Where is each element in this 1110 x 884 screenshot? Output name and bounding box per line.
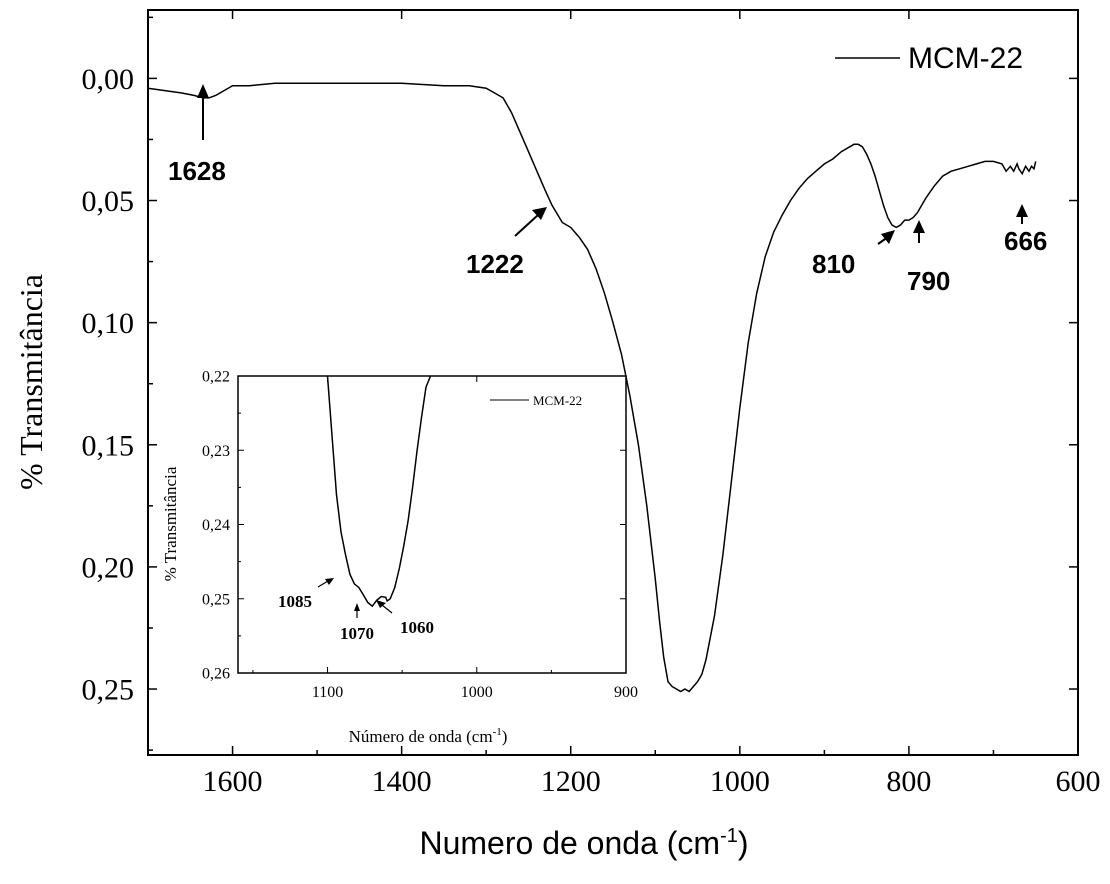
inset-x-axis-title: Número de onda (cm-1) — [349, 726, 508, 746]
inset-plot: 1100 1000 900 0,220,230,240,250,26 MCM-22 … — [161, 369, 638, 746]
main-plot-frame — [147, 9, 1079, 756]
main-x-axis-title-main: Numero de onda (cm — [419, 825, 720, 861]
annotation-790-label: 790 — [907, 266, 950, 296]
main-x-tick-label: 1000 — [710, 765, 770, 798]
inset-y-tick-label: 0,22 — [202, 369, 230, 386]
main-annotation-1222: 1222 — [466, 207, 547, 279]
annotation-1085-label: 1085 — [278, 592, 312, 611]
annotation-1070-label: 1070 — [340, 624, 374, 643]
main-annotation-666: 666 — [1004, 204, 1047, 256]
inset-annotation-1070: 1070 — [340, 603, 374, 643]
inset-x-tick-labels: 1100 1000 900 — [312, 684, 638, 701]
inset-x-tick-label: 1000 — [461, 684, 493, 701]
inset-x-axis-title-sup: -1 — [493, 726, 502, 738]
main-x-axis-title-close: ) — [738, 825, 749, 861]
inset-y-axis-title: % Transmitância — [161, 466, 180, 581]
inset-x-tick-label: 1100 — [312, 684, 343, 701]
main-x-tick-label: 1600 — [203, 765, 263, 798]
main-legend-label: MCM-22 — [908, 42, 1023, 75]
inset-y-tick-label: 0,26 — [202, 666, 230, 683]
inset-y-tick-label: 0,23 — [202, 443, 230, 460]
main-series-line-mcm22 — [147, 82, 1037, 693]
inset-annotation-1060: 1060 — [376, 600, 434, 637]
inset-y-tick-labels: 0,22 0,23 0,24 0,25 0,26 — [202, 369, 230, 683]
main-x-axis-title: Numero de onda (cm-1) — [419, 825, 748, 861]
main-plot: 1600 1400 1200 1000 800 600 0,000,050,100,150… — [13, 9, 1101, 861]
main-annotation-810: 810 — [812, 230, 895, 279]
main-y-axis-title: % Transmitância — [13, 274, 49, 490]
annotation-1222-label: 1222 — [466, 249, 524, 279]
main-x-tick-label: 1200 — [541, 765, 601, 798]
main-annotation-790: 790 — [907, 220, 950, 296]
inset-legend-label: MCM-22 — [533, 393, 582, 408]
main-x-tick-labels: 1600 1400 1200 1000 800 600 — [203, 765, 1101, 798]
main-y-tick-label: 0,15 — [82, 429, 135, 462]
inset-plot-frame — [237, 375, 627, 674]
main-annotation-1628: 1628 — [168, 84, 226, 186]
main-x-tick-label: 600 — [1056, 765, 1101, 798]
inset-legend: MCM-22 — [490, 393, 582, 408]
annotation-1628-label: 1628 — [168, 156, 226, 186]
main-y-tick-label: 0,10 — [82, 307, 135, 340]
main-y-tick-label: 0,25 — [82, 674, 135, 707]
main-y-tick-label: 0,00 — [82, 63, 135, 96]
inset-annotation-1085: 1085 — [278, 578, 334, 611]
inset-series-line-mcm22 — [326, 376, 432, 608]
main-x-tick-label: 800 — [886, 765, 931, 798]
inset-y-tick-label: 0,24 — [202, 517, 230, 534]
inset-x-axis-title-main: Número de onda (cm — [349, 727, 493, 746]
inset-y-tick-label: 0,25 — [202, 591, 230, 608]
inset-x-axis-title-close: ) — [502, 727, 508, 746]
main-y-tick-labels: 0,00 0,05 0,10 0,15 0,20 0,25 — [82, 63, 135, 707]
annotation-810-label: 810 — [812, 249, 855, 279]
main-x-tick-label: 1400 — [372, 765, 432, 798]
main-y-tick-label: 0,20 — [82, 551, 135, 584]
annotation-1060-label: 1060 — [400, 618, 434, 637]
main-axis-ticks — [147, 10, 1079, 755]
inset-x-tick-label: 900 — [614, 684, 638, 701]
inset-axis-ticks — [238, 375, 627, 674]
main-legend: MCM-22 — [835, 42, 1023, 75]
annotation-666-label: 666 — [1004, 226, 1047, 256]
main-x-axis-title-sup: -1 — [720, 825, 738, 847]
main-y-tick-label: 0,05 — [82, 185, 135, 218]
